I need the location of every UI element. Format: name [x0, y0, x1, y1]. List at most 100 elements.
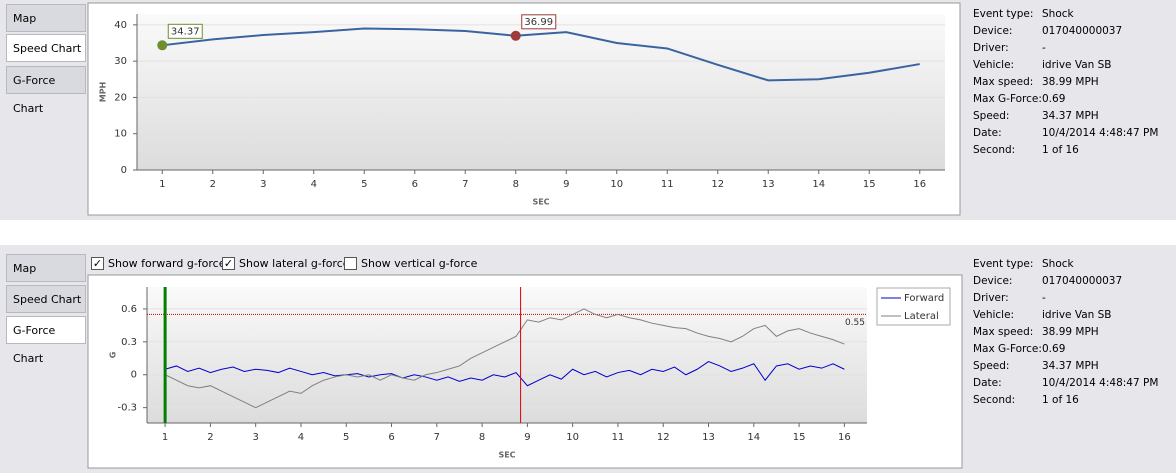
info-label: Event type:: [973, 258, 1034, 270]
y-tick-label: 10: [114, 129, 127, 140]
info-row: Max speed: 38.99 MPH: [973, 324, 1099, 341]
series-line: [164, 361, 845, 387]
info-row: Second: 1 of 16: [973, 392, 1079, 409]
info-row: Speed: 34.37 MPH: [973, 358, 1099, 375]
x-tick-label: 1: [162, 432, 168, 443]
x-tick-label: 16: [913, 179, 926, 190]
tab[interactable]: Speed Chart: [6, 285, 86, 313]
checkbox-box[interactable]: ✓: [91, 257, 104, 270]
info-label: Max speed:: [973, 76, 1034, 88]
x-tick-label: 15: [793, 432, 806, 443]
x-tick-label: 8: [479, 432, 485, 443]
info-value: -: [1042, 42, 1046, 54]
threshold-label: 0.55: [845, 318, 865, 328]
tab[interactable]: Speed Chart: [6, 34, 86, 62]
x-tick-label: 14: [747, 432, 760, 443]
info-label: Speed:: [973, 360, 1010, 372]
info-value: 017040000037: [1042, 275, 1123, 287]
checkbox-label[interactable]: Show vertical g-force: [361, 257, 478, 270]
info-row: Speed: 34.37 MPH: [973, 108, 1099, 125]
tab[interactable]: Map: [6, 254, 86, 282]
info-label: Driver:: [973, 42, 1009, 54]
x-tick-label: 7: [434, 432, 440, 443]
y-tick-label: 0: [121, 165, 127, 176]
tab[interactable]: G-Force Chart: [6, 316, 86, 365]
info-row: Speed: 34.37 MPH: [973, 358, 1099, 375]
info-value: 10/4/2014 4:48:47 PM: [1042, 127, 1159, 139]
checkbox-box[interactable]: ✓: [222, 257, 235, 270]
x-tick-label: 2: [207, 432, 213, 443]
info-value: -: [1042, 292, 1046, 304]
checkbox[interactable]: ✓ Show lateral g-force: [222, 257, 350, 270]
info-row: Event type: Shock: [973, 6, 1074, 23]
info-row: Date: 10/4/2014 4:48:47 PM: [973, 125, 1158, 142]
info-row: Vehicle: idrive Van SB: [973, 307, 1112, 324]
info-value: 34.37 MPH: [1042, 360, 1099, 372]
info-row: Max G-Force:0.69: [973, 341, 1065, 358]
info-row: Device: 017040000037: [973, 273, 1122, 290]
info-label: Second:: [973, 394, 1016, 406]
legend-label: Lateral: [904, 311, 939, 322]
plot-area: [147, 287, 867, 423]
x-tick-label: 13: [762, 179, 775, 190]
info-label: Device:: [973, 25, 1013, 37]
info-value: 0.69: [1042, 343, 1066, 355]
info-row: Second: 1 of 16: [973, 142, 1079, 159]
x-tick-label: 13: [702, 432, 715, 443]
info-row: Driver: -: [973, 290, 1046, 307]
info-row: Driver: -: [973, 40, 1046, 57]
y-tick-label: 30: [114, 56, 127, 67]
marker: [510, 30, 521, 41]
marker-label: 34.37: [171, 26, 200, 37]
legend-label: Forward: [904, 293, 944, 304]
checkbox[interactable]: ✓ Show forward g-force: [91, 257, 226, 270]
y-tick-label: 0.3: [121, 337, 137, 348]
info-value: 0.69: [1042, 93, 1066, 105]
info-row: Vehicle: idrive Van SB: [973, 57, 1112, 74]
checkbox-box[interactable]: [344, 257, 357, 270]
y-tick-label: 0: [131, 370, 137, 381]
info-value: 38.99 MPH: [1042, 326, 1099, 338]
x-tick-label: 3: [260, 179, 266, 190]
info-label: Device:: [973, 275, 1013, 287]
checkbox[interactable]: Show vertical g-force: [344, 257, 477, 270]
x-tick-label: 12: [711, 179, 724, 190]
info-label: Driver:: [973, 292, 1009, 304]
info-value: idrive Van SB: [1042, 309, 1112, 321]
info-label: Max G-Force:: [973, 343, 1042, 355]
x-tick-label: 4: [298, 432, 304, 443]
marker-label-box: [521, 14, 557, 30]
marker: [157, 40, 168, 51]
x-tick-label: 5: [343, 432, 349, 443]
x-tick-label: 12: [657, 432, 670, 443]
x-tick-label: 7: [462, 179, 468, 190]
info-row: Event type: Shock: [973, 6, 1074, 23]
marker-label-box: [167, 23, 203, 39]
y-tick-label: 0.6: [121, 304, 137, 315]
info-value: 34.37 MPH: [1042, 110, 1099, 122]
info-value: 017040000037: [1042, 25, 1123, 37]
info-row: Max G-Force:0.69: [973, 91, 1065, 108]
y-tick-label: -0.3: [117, 403, 137, 414]
x-tick-label: 10: [610, 179, 623, 190]
x-tick-label: 11: [661, 179, 674, 190]
x-tick-label: 3: [252, 432, 258, 443]
info-value: Shock: [1042, 8, 1074, 20]
info-row: Device: 017040000037: [973, 273, 1122, 290]
info-value: idrive Van SB: [1042, 59, 1112, 71]
info-row: Date: 10/4/2014 4:48:47 PM: [973, 125, 1158, 142]
info-row: Speed: 34.37 MPH: [973, 108, 1099, 125]
checkbox-label[interactable]: Show lateral g-force: [239, 257, 350, 270]
checkbox-label[interactable]: Show forward g-force: [108, 257, 226, 270]
tab[interactable]: G-Force Chart: [6, 66, 86, 115]
tab[interactable]: Map: [6, 4, 86, 32]
x-tick-label: 14: [812, 179, 825, 190]
x-tick-label: 6: [388, 432, 394, 443]
x-tick-label: 4: [311, 179, 317, 190]
info-value: 10/4/2014 4:48:47 PM: [1042, 377, 1159, 389]
x-tick-label: 2: [210, 179, 216, 190]
x-tick-label: 1: [159, 179, 165, 190]
info-value: 38.99 MPH: [1042, 76, 1099, 88]
info-row: Event type: Shock: [973, 256, 1074, 273]
x-tick-label: 10: [566, 432, 579, 443]
